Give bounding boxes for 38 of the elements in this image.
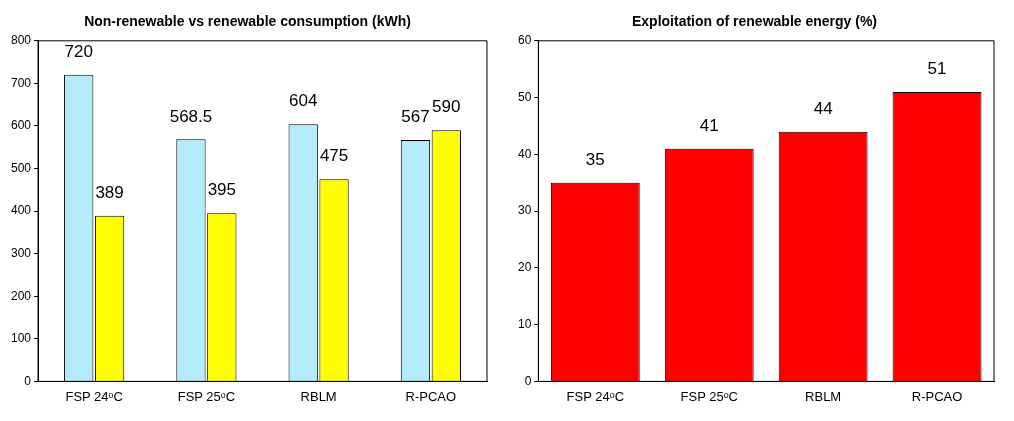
x-tick-label: FSP 24ᵒC [566,388,625,404]
x-tick-label: RBLM [300,388,337,404]
x-tick-label: R-PCAO [405,388,457,404]
y-tick-label: 600 [10,118,32,133]
y-tick-label: 40 [517,146,532,161]
data-label: 41 [699,115,719,135]
y-tick-label: 0 [524,373,532,388]
y-tick-label: 300 [10,245,32,260]
data-label: 395 [207,180,237,200]
data-label: 475 [319,146,349,166]
chart-title: Exploitation of renewable energy (%) [631,13,878,30]
y-tick-label: 20 [517,260,532,275]
y-tick-label: 60 [517,33,532,48]
y-tick-label: 30 [517,203,532,218]
x-tick-label: FSP 24ᵒC [65,388,123,404]
data-label: 567 [401,107,430,127]
data-label: 590 [432,97,461,117]
y-tick-label: 10 [517,316,532,331]
x-tick-label: FSP 25ᵒC [177,388,236,404]
x-tick-label: FSP 25ᵒC [680,388,738,404]
y-tick-label: 50 [517,89,532,104]
y-tick-label: 500 [10,160,32,175]
y-tick-label: 100 [10,331,32,346]
data-label: 51 [927,59,947,79]
y-tick-label: 400 [10,203,32,218]
chart-title: Non-renewable vs renewable consumption (kWh) [84,13,411,30]
data-label: 35 [585,149,605,169]
y-tick-label: 700 [10,75,32,90]
y-tick-label: 200 [10,288,32,303]
data-label: 44 [813,98,833,118]
x-tick-label: RBLM [805,388,842,404]
data-label: 604 [289,91,318,111]
x-tick-label: R-PCAO [911,388,963,404]
y-tick-label: 800 [10,33,32,48]
y-tick-label: 0 [24,373,32,388]
data-label: 389 [95,182,124,202]
data-label: 720 [64,42,93,62]
data-label: 568.5 [169,106,213,126]
